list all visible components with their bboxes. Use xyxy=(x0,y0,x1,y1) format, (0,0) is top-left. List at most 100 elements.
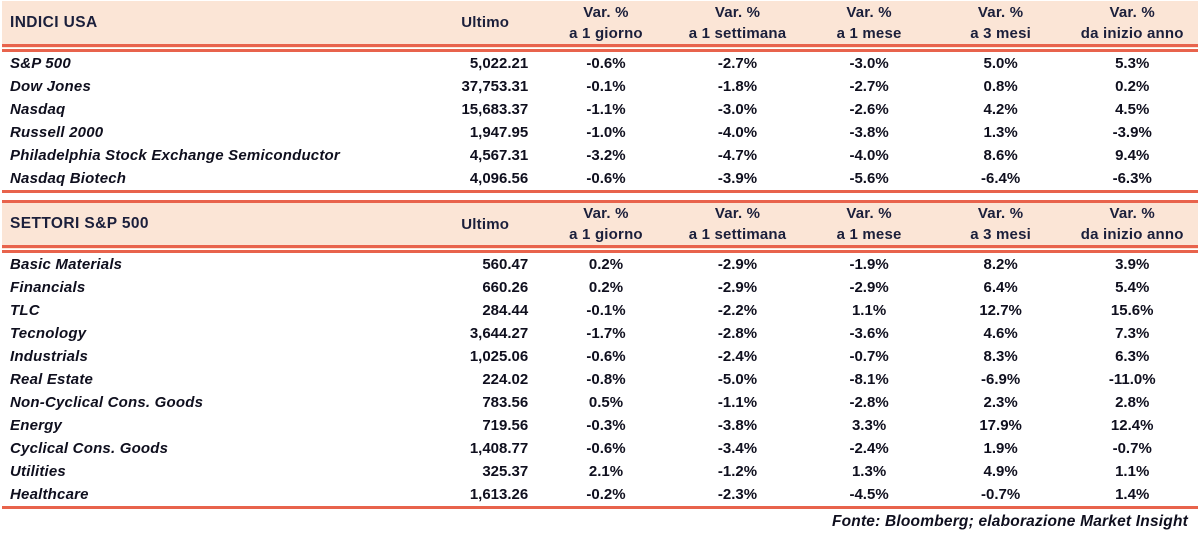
row-name: Healthcare xyxy=(2,483,431,509)
row-name: Financials xyxy=(10,279,86,296)
row-last-value: 560.47 xyxy=(482,256,529,273)
row-pct-value: -1.2% xyxy=(717,463,758,480)
col-header-pct: Var. % a 1 settimana xyxy=(671,200,804,253)
row-pct-value: -6.4% xyxy=(934,167,1067,193)
row-last-value: 1,408.77 xyxy=(469,440,529,457)
row-pct-value: -4.7% xyxy=(717,147,758,164)
row-pct-value: 0.2% xyxy=(588,256,624,273)
period-label: a 1 settimana xyxy=(688,24,787,42)
table-row: TLC 284.44 -0.1% -2.2% 1.1% 12.7% 15.6% xyxy=(2,299,1198,322)
row-pct-value: -5.0% xyxy=(717,371,758,388)
table-row: Financials 660.26 0.2% -2.9% -2.9% 6.4% 5.4% xyxy=(2,276,1198,299)
row-pct-value: -3.9% xyxy=(671,167,804,193)
table-row: Energy 719.56 -0.3% -3.8% 3.3% 17.9% 12.4% xyxy=(2,414,1198,437)
var-pct-label: Var. % xyxy=(714,205,761,222)
row-pct-value: 5.3% xyxy=(1115,55,1150,72)
row-pct-value: 17.9% xyxy=(979,417,1022,434)
row-last-value: 3,644.27 xyxy=(469,325,529,342)
row-pct-value: -3.9% xyxy=(1112,124,1152,141)
row-pct-value: -3.0% xyxy=(717,101,758,118)
row-pct-value: 8.3% xyxy=(983,348,1018,365)
row-pct-value: 8.2% xyxy=(983,256,1018,273)
row-pct-value: -0.8% xyxy=(586,371,626,388)
table-row: Real Estate 224.02 -0.8% -5.0% -8.1% -6.9% -11… xyxy=(2,368,1198,391)
table-row: Russell 2000 1,947.95 -1.0% -4.0% -3.8% 1.3% -… xyxy=(2,121,1198,144)
row-pct-value: -4.5% xyxy=(803,483,935,509)
row-last-value: 719.56 xyxy=(482,417,529,434)
period-label: da inizio anno xyxy=(1080,226,1184,243)
row-pct-value: -2.9% xyxy=(717,256,758,273)
row-name: Russell 2000 xyxy=(10,124,104,141)
period-label: a 1 mese xyxy=(836,226,902,243)
row-pct-value: 1.3% xyxy=(983,124,1018,141)
row-last-value: 15,683.37 xyxy=(461,101,529,118)
row-name: Non-Cyclical Cons. Goods xyxy=(10,394,204,411)
row-pct-value: -0.1% xyxy=(586,78,626,95)
row-pct-value: -2.4% xyxy=(717,348,758,365)
row-pct-value: 0.2% xyxy=(1115,78,1150,95)
row-pct-value: -0.3% xyxy=(586,417,626,434)
row-pct-value: -0.2% xyxy=(540,483,672,509)
period-label: a 1 giorno xyxy=(569,226,643,243)
row-pct-value: -2.7% xyxy=(849,78,889,95)
var-pct-label: Var. % xyxy=(977,205,1024,222)
row-pct-value: 12.7% xyxy=(979,302,1022,319)
table-row: Cyclical Cons. Goods 1,408.77 -0.6% -3.4% -2… xyxy=(2,437,1198,460)
row-pct-value: 12.4% xyxy=(1110,417,1154,434)
var-pct-label: Var. % xyxy=(977,3,1024,21)
row-pct-value: -2.9% xyxy=(849,279,889,296)
row-pct-value: -2.7% xyxy=(717,55,758,72)
row-pct-value: 6.3% xyxy=(1115,348,1150,365)
var-pct-label: Var. % xyxy=(846,3,892,21)
table-row: Philadelphia Stock Exchange Semiconducto… xyxy=(2,144,1198,167)
row-pct-value: -2.6% xyxy=(849,101,889,118)
row-pct-value: -2.4% xyxy=(849,440,889,457)
settori-sp500-rows: Basic Materials 560.47 0.2% -2.9% -1.9% 8.2% 3… xyxy=(2,249,1198,509)
table-row: Healthcare 1,613.26 -0.2% -2.3% -4.5% -0.7% 1.… xyxy=(2,483,1198,509)
col-header-pct: Var. % a 1 settimana xyxy=(671,1,804,52)
var-pct-label: Var. % xyxy=(583,3,629,21)
row-pct-value: -4.0% xyxy=(717,124,758,141)
row-pct-value: -2.2% xyxy=(717,302,758,319)
row-name: TLC xyxy=(10,302,40,319)
row-pct-value: -0.6% xyxy=(586,55,626,72)
row-pct-value: 3.9% xyxy=(1115,256,1150,273)
row-pct-value: -2.9% xyxy=(717,279,758,296)
col-header-pct: Var. % da inizio anno xyxy=(1066,1,1198,52)
col-header-pct: Var. % a 3 mesi xyxy=(934,200,1067,253)
row-pct-value: 4.9% xyxy=(983,463,1018,480)
row-pct-value: 1.1% xyxy=(1115,463,1150,480)
col-header-pct: Var. % a 1 giorno xyxy=(540,1,672,52)
row-pct-value: -0.7% xyxy=(849,348,889,365)
row-pct-value: 4.5% xyxy=(1115,101,1150,118)
row-pct-value: 7.3% xyxy=(1115,325,1150,342)
row-pct-value: -0.1% xyxy=(586,302,626,319)
row-pct-value: -4.0% xyxy=(849,147,889,164)
row-pct-value: 4.6% xyxy=(983,325,1018,342)
var-pct-label: Var. % xyxy=(846,205,892,222)
table-row: Dow Jones 37,753.31 -0.1% -1.8% -2.7% 0.8% 0.2… xyxy=(2,75,1198,98)
row-pct-value: -1.9% xyxy=(849,256,889,273)
row-pct-value: 4.2% xyxy=(983,101,1018,118)
row-pct-value: 2.1% xyxy=(588,463,624,480)
row-name: Nasdaq Biotech xyxy=(2,167,431,193)
table-row: S&P 500 5,022.21 -0.6% -2.7% -3.0% 5.0% 5.3% xyxy=(2,48,1198,75)
table-row: Nasdaq 15,683.37 -1.1% -3.0% -2.6% 4.2% 4.5% xyxy=(2,98,1198,121)
col-header-pct: Var. % a 3 mesi xyxy=(934,1,1067,52)
period-label: a 3 mesi xyxy=(970,226,1032,243)
col-header-pct: Var. % a 1 giorno xyxy=(540,200,672,253)
row-pct-value: -3.6% xyxy=(849,325,889,342)
row-pct-value: 1.1% xyxy=(851,302,887,319)
row-name: Cyclical Cons. Goods xyxy=(10,440,169,457)
indici-usa-table: INDICI USA Ultimo Var. % a 1 giorno Var. % a … xyxy=(2,1,1198,193)
row-last-value: 783.56 xyxy=(482,394,529,411)
table-row: Non-Cyclical Cons. Goods 783.56 0.5% -1.1% -… xyxy=(2,391,1198,414)
header-row: INDICI USA Ultimo Var. % a 1 giorno Var. % a … xyxy=(2,1,1198,52)
table-title: INDICI USA xyxy=(2,1,431,52)
row-name: Philadelphia Stock Exchange Semiconducto… xyxy=(10,147,340,164)
row-pct-value: -8.1% xyxy=(849,371,889,388)
period-label: a 3 mesi xyxy=(970,24,1032,42)
row-pct-value: -3.8% xyxy=(849,124,889,141)
row-name: Industrials xyxy=(10,348,89,365)
row-name: Real Estate xyxy=(10,371,94,388)
